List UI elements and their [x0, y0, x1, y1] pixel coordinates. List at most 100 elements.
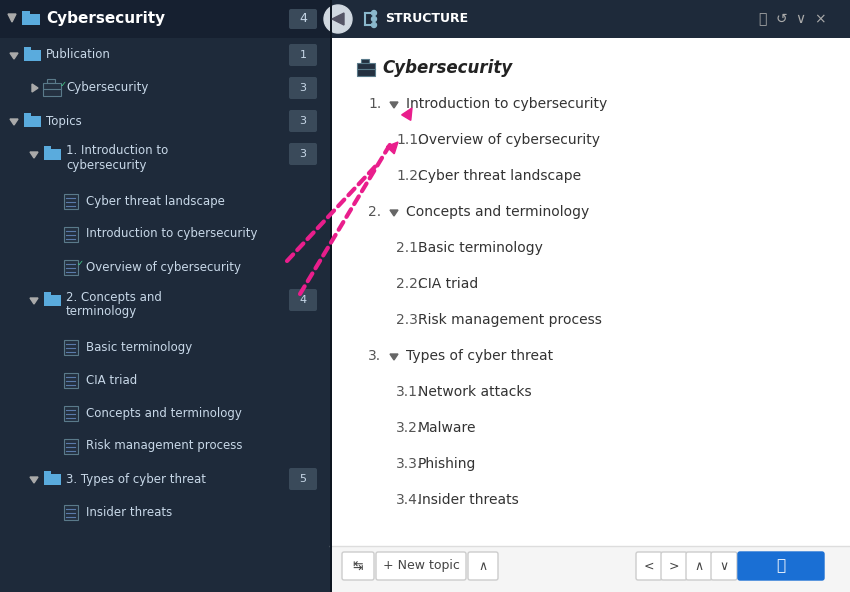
Text: 2.: 2. — [368, 205, 381, 219]
Text: 2.1.: 2.1. — [396, 241, 422, 255]
FancyBboxPatch shape — [24, 50, 41, 61]
FancyBboxPatch shape — [24, 113, 31, 116]
Text: >: > — [669, 559, 679, 572]
Text: Concepts and terminology: Concepts and terminology — [406, 205, 589, 219]
Text: STRUCTURE: STRUCTURE — [385, 12, 468, 25]
FancyBboxPatch shape — [64, 406, 78, 422]
FancyBboxPatch shape — [64, 439, 78, 454]
Text: 3: 3 — [299, 149, 307, 159]
Text: Basic terminology: Basic terminology — [86, 340, 192, 353]
FancyBboxPatch shape — [47, 79, 55, 83]
Text: Introduction to cybersecurity: Introduction to cybersecurity — [406, 97, 607, 111]
Text: Types of cyber threat: Types of cyber threat — [406, 349, 553, 363]
Polygon shape — [390, 102, 398, 108]
Text: 3: 3 — [299, 83, 307, 93]
FancyBboxPatch shape — [0, 0, 330, 592]
Circle shape — [324, 5, 352, 33]
Text: ⌕: ⌕ — [758, 12, 766, 26]
Text: Insider threats: Insider threats — [86, 506, 173, 519]
Text: 1.: 1. — [368, 97, 382, 111]
Text: Risk management process: Risk management process — [418, 313, 602, 327]
FancyBboxPatch shape — [330, 546, 850, 592]
Text: 1. Introduction to: 1. Introduction to — [66, 144, 168, 157]
Text: Cyber threat landscape: Cyber threat landscape — [418, 169, 581, 183]
Text: 4: 4 — [299, 295, 307, 305]
Text: ✓: ✓ — [77, 259, 84, 268]
Text: + New topic: + New topic — [382, 559, 460, 572]
Polygon shape — [30, 298, 38, 304]
FancyBboxPatch shape — [22, 14, 40, 25]
Text: terminology: terminology — [66, 304, 137, 317]
Text: Cyber threat landscape: Cyber threat landscape — [86, 195, 225, 208]
Text: Topics: Topics — [46, 114, 82, 127]
Text: 3: 3 — [299, 116, 307, 126]
FancyBboxPatch shape — [330, 0, 332, 592]
Text: 2. Concepts and: 2. Concepts and — [66, 291, 162, 304]
FancyBboxPatch shape — [289, 110, 317, 132]
FancyBboxPatch shape — [64, 194, 78, 210]
Polygon shape — [390, 354, 398, 360]
FancyBboxPatch shape — [289, 77, 317, 99]
Text: Phishing: Phishing — [418, 457, 476, 471]
Polygon shape — [30, 477, 38, 483]
FancyBboxPatch shape — [0, 0, 330, 38]
FancyBboxPatch shape — [661, 552, 687, 580]
Text: CIA triad: CIA triad — [418, 277, 479, 291]
Text: 3.1.: 3.1. — [396, 385, 422, 399]
Text: ✓: ✓ — [60, 79, 67, 88]
Text: 3.4.: 3.4. — [396, 493, 422, 507]
Polygon shape — [30, 152, 38, 158]
Text: Introduction to cybersecurity: Introduction to cybersecurity — [86, 227, 258, 240]
FancyBboxPatch shape — [44, 471, 51, 474]
FancyBboxPatch shape — [64, 227, 78, 242]
Text: Insider threats: Insider threats — [418, 493, 518, 507]
Text: ∧: ∧ — [694, 559, 704, 572]
FancyBboxPatch shape — [342, 552, 374, 580]
Text: 2.2.: 2.2. — [396, 277, 422, 291]
FancyBboxPatch shape — [44, 149, 61, 160]
Text: Malware: Malware — [418, 421, 477, 435]
FancyBboxPatch shape — [44, 474, 61, 485]
Text: <: < — [643, 559, 654, 572]
FancyBboxPatch shape — [64, 340, 78, 355]
FancyBboxPatch shape — [43, 82, 61, 95]
Text: Basic terminology: Basic terminology — [418, 241, 543, 255]
FancyBboxPatch shape — [636, 552, 662, 580]
FancyBboxPatch shape — [376, 552, 466, 580]
Polygon shape — [332, 13, 344, 25]
Polygon shape — [32, 84, 38, 92]
FancyBboxPatch shape — [22, 11, 30, 15]
Circle shape — [371, 17, 377, 21]
Circle shape — [371, 11, 377, 15]
Text: Cybersecurity: Cybersecurity — [46, 11, 165, 27]
FancyBboxPatch shape — [64, 505, 78, 520]
FancyBboxPatch shape — [358, 63, 376, 76]
Text: 💾: 💾 — [776, 558, 785, 574]
Text: Risk management process: Risk management process — [86, 439, 242, 452]
Polygon shape — [387, 142, 398, 154]
Text: ∨: ∨ — [719, 559, 728, 572]
Text: ↺: ↺ — [775, 12, 787, 26]
Text: CIA triad: CIA triad — [86, 374, 137, 387]
Text: Overview of cybersecurity: Overview of cybersecurity — [86, 260, 241, 274]
FancyBboxPatch shape — [289, 143, 317, 165]
FancyBboxPatch shape — [64, 260, 78, 275]
FancyBboxPatch shape — [44, 292, 51, 295]
FancyBboxPatch shape — [711, 552, 737, 580]
Text: ↹: ↹ — [353, 559, 363, 572]
Text: Publication: Publication — [46, 49, 110, 62]
Text: 3.: 3. — [368, 349, 381, 363]
FancyBboxPatch shape — [330, 0, 850, 38]
FancyBboxPatch shape — [289, 9, 317, 29]
Polygon shape — [390, 210, 398, 216]
Text: 3.2.: 3.2. — [396, 421, 422, 435]
Circle shape — [371, 22, 377, 27]
Text: ∧: ∧ — [479, 559, 488, 572]
FancyBboxPatch shape — [738, 552, 824, 580]
Text: Concepts and terminology: Concepts and terminology — [86, 407, 242, 420]
FancyBboxPatch shape — [361, 59, 369, 63]
Text: 4: 4 — [299, 12, 307, 25]
Text: 1.1.: 1.1. — [396, 133, 422, 147]
Text: Cybersecurity: Cybersecurity — [382, 59, 513, 77]
FancyBboxPatch shape — [24, 47, 31, 50]
